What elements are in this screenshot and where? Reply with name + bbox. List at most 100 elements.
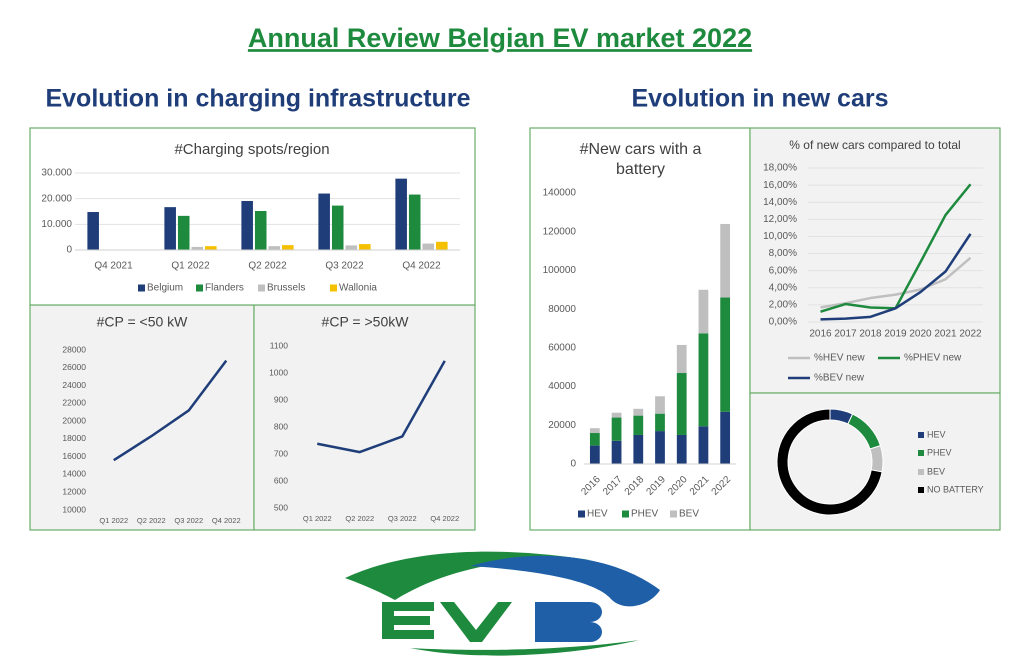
bar-segment bbox=[698, 289, 709, 334]
x-tick-label: Q2 2022 bbox=[248, 261, 287, 272]
bar bbox=[282, 245, 294, 250]
legend-swatch bbox=[918, 469, 924, 475]
legend-swatch bbox=[138, 284, 145, 292]
logo-swoosh bbox=[410, 640, 640, 656]
y-tick-label: 16000 bbox=[62, 451, 86, 461]
y-tick-label: 0 bbox=[66, 245, 72, 256]
x-tick-label: Q3 2022 bbox=[174, 516, 203, 525]
panel bbox=[29, 304, 255, 531]
chart-title: #CP = <50 kW bbox=[97, 314, 189, 330]
x-tick-label: 2017 bbox=[834, 329, 857, 340]
legend-swatch bbox=[196, 284, 203, 292]
bar bbox=[422, 243, 435, 250]
line bbox=[113, 359, 228, 462]
y-tick-label: 6,00% bbox=[769, 265, 797, 276]
y-tick-label: 16,00% bbox=[763, 180, 797, 191]
bar-segment bbox=[676, 344, 687, 374]
bar bbox=[164, 207, 176, 250]
legend-label: Wallonia bbox=[339, 283, 377, 294]
bar-segment bbox=[633, 415, 644, 435]
y-tick-label: 1100 bbox=[270, 340, 289, 350]
legend-swatch bbox=[578, 510, 585, 518]
y-tick-label: 10.000 bbox=[41, 219, 72, 230]
x-tick-label: Q4 2022 bbox=[212, 516, 241, 525]
legend-label: %HEV new bbox=[814, 353, 865, 364]
y-tick-label: 24000 bbox=[62, 380, 86, 390]
legend-label: %BEV new bbox=[814, 373, 865, 384]
donut-slice bbox=[776, 408, 883, 516]
x-tick-label: Q4 2021 bbox=[94, 261, 133, 272]
y-tick-label: 0 bbox=[570, 459, 576, 470]
page-title: Annual Review Belgian EV market 2022 bbox=[248, 23, 752, 53]
bar-segment bbox=[676, 434, 687, 464]
chart-title: % of new cars compared to total bbox=[789, 138, 960, 152]
bar bbox=[87, 212, 99, 250]
bar bbox=[177, 215, 190, 250]
x-tick-label: Q3 2022 bbox=[388, 514, 417, 523]
bar-segment bbox=[720, 297, 731, 412]
y-tick-label: 20000 bbox=[62, 415, 86, 425]
legend-swatch bbox=[918, 487, 924, 493]
y-tick-label: 100000 bbox=[543, 265, 577, 276]
y-tick-label: 26000 bbox=[62, 362, 86, 372]
x-tick-label: Q1 2022 bbox=[303, 514, 332, 523]
x-tick-label: 2019 bbox=[884, 329, 907, 340]
x-tick-label: 2022 bbox=[959, 329, 982, 340]
bar-segment bbox=[589, 445, 600, 464]
logo-car bbox=[470, 555, 660, 607]
donut-slice bbox=[869, 444, 884, 473]
y-tick-label: 28000 bbox=[62, 344, 86, 354]
legend-swatch bbox=[918, 432, 924, 438]
bar-segment bbox=[655, 431, 665, 464]
bar bbox=[241, 200, 253, 250]
y-tick-label: 600 bbox=[274, 475, 288, 485]
line bbox=[820, 233, 972, 321]
bar-segment bbox=[611, 412, 622, 418]
y-tick-label: 700 bbox=[274, 448, 288, 458]
y-tick-label: 2,00% bbox=[769, 300, 797, 311]
y-tick-label: 18,00% bbox=[763, 163, 797, 174]
x-tick-label: Q2 2022 bbox=[137, 516, 166, 525]
bar-segment bbox=[655, 396, 665, 414]
chart-title: #CP = >50kW bbox=[322, 314, 410, 330]
legend-label: Brussels bbox=[267, 283, 305, 294]
x-tick-label: Q3 2022 bbox=[325, 261, 364, 272]
y-tick-label: 40000 bbox=[548, 381, 576, 392]
line bbox=[317, 360, 446, 454]
bar-segment bbox=[589, 433, 600, 446]
bar-segment bbox=[698, 426, 709, 464]
x-tick-label: Q1 2022 bbox=[171, 261, 210, 272]
x-tick-label: 2021 bbox=[934, 329, 957, 340]
bar bbox=[254, 210, 267, 250]
y-tick-label: 500 bbox=[274, 502, 288, 512]
legend-swatch bbox=[258, 284, 265, 292]
legend-label: HEV bbox=[927, 429, 946, 439]
bar-segment bbox=[655, 413, 665, 432]
y-tick-label: 80000 bbox=[548, 304, 576, 315]
bar-segment bbox=[611, 440, 622, 464]
bar bbox=[408, 194, 421, 250]
y-tick-label: 12000 bbox=[62, 486, 86, 496]
bar-segment bbox=[720, 411, 731, 464]
y-tick-label: 14000 bbox=[62, 469, 86, 479]
y-tick-label: 8,00% bbox=[769, 248, 797, 259]
chart-title: #New cars with a battery bbox=[579, 141, 702, 178]
bar-segment bbox=[633, 408, 644, 416]
y-tick-label: 10,00% bbox=[763, 231, 797, 242]
bar bbox=[345, 245, 358, 250]
legend-swatch bbox=[670, 510, 677, 518]
y-tick-label: 20000 bbox=[548, 420, 576, 431]
y-tick-label: 140000 bbox=[543, 188, 577, 199]
logo-letter bbox=[535, 602, 602, 642]
legend-swatch bbox=[918, 450, 924, 456]
legend-swatch bbox=[622, 510, 629, 518]
x-tick-label: Q4 2022 bbox=[430, 514, 459, 523]
x-tick-label: Q1 2022 bbox=[99, 516, 128, 525]
legend-label: BEV bbox=[927, 466, 945, 476]
y-tick-label: 10000 bbox=[62, 504, 86, 514]
y-tick-label: 22000 bbox=[62, 398, 86, 408]
logo-letter bbox=[382, 602, 434, 639]
bar bbox=[268, 246, 281, 250]
x-tick-label: Q2 2022 bbox=[345, 514, 374, 523]
